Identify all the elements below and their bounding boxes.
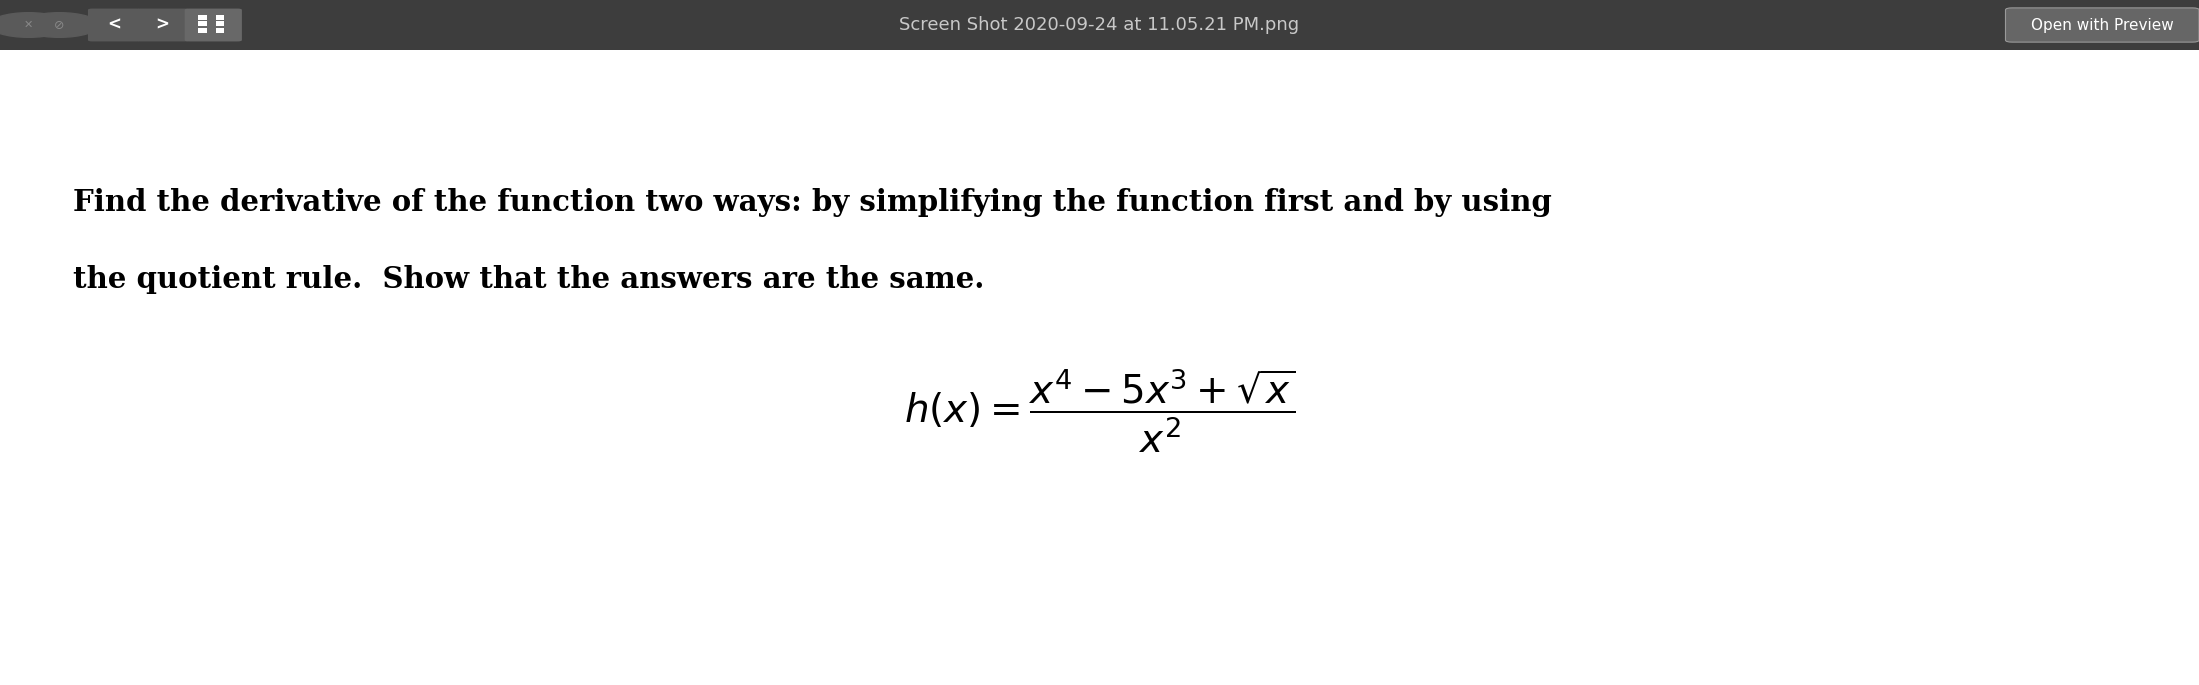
Bar xyxy=(216,27,224,33)
FancyBboxPatch shape xyxy=(2005,8,2199,42)
Bar xyxy=(216,21,224,26)
FancyBboxPatch shape xyxy=(185,9,242,41)
Text: >: > xyxy=(156,16,169,34)
Text: $h(x) = \dfrac{x^4 - 5x^3 + \sqrt{x}}{x^2}$: $h(x) = \dfrac{x^4 - 5x^3 + \sqrt{x}}{x^… xyxy=(904,366,1295,456)
Circle shape xyxy=(20,12,99,37)
Text: ⊘: ⊘ xyxy=(55,18,64,32)
Text: Open with Preview: Open with Preview xyxy=(2032,18,2173,32)
Bar xyxy=(198,21,207,26)
Circle shape xyxy=(0,12,68,37)
Text: the quotient rule.  Show that the answers are the same.: the quotient rule. Show that the answers… xyxy=(73,265,983,294)
Text: Screen Shot 2020-09-24 at 11.05.21 PM.png: Screen Shot 2020-09-24 at 11.05.21 PM.pn… xyxy=(899,16,1300,34)
Bar xyxy=(0,0,2199,50)
Text: ✕: ✕ xyxy=(24,20,33,30)
FancyBboxPatch shape xyxy=(136,9,189,41)
Text: <: < xyxy=(108,16,121,34)
FancyBboxPatch shape xyxy=(88,9,141,41)
Bar xyxy=(198,27,207,33)
Bar xyxy=(198,15,207,21)
Bar xyxy=(216,15,224,21)
Text: Find the derivative of the function two ways: by simplifying the function first : Find the derivative of the function two … xyxy=(73,188,1550,216)
